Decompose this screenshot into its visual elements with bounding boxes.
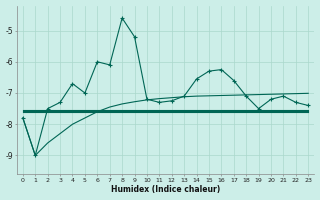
X-axis label: Humidex (Indice chaleur): Humidex (Indice chaleur)	[111, 185, 220, 194]
